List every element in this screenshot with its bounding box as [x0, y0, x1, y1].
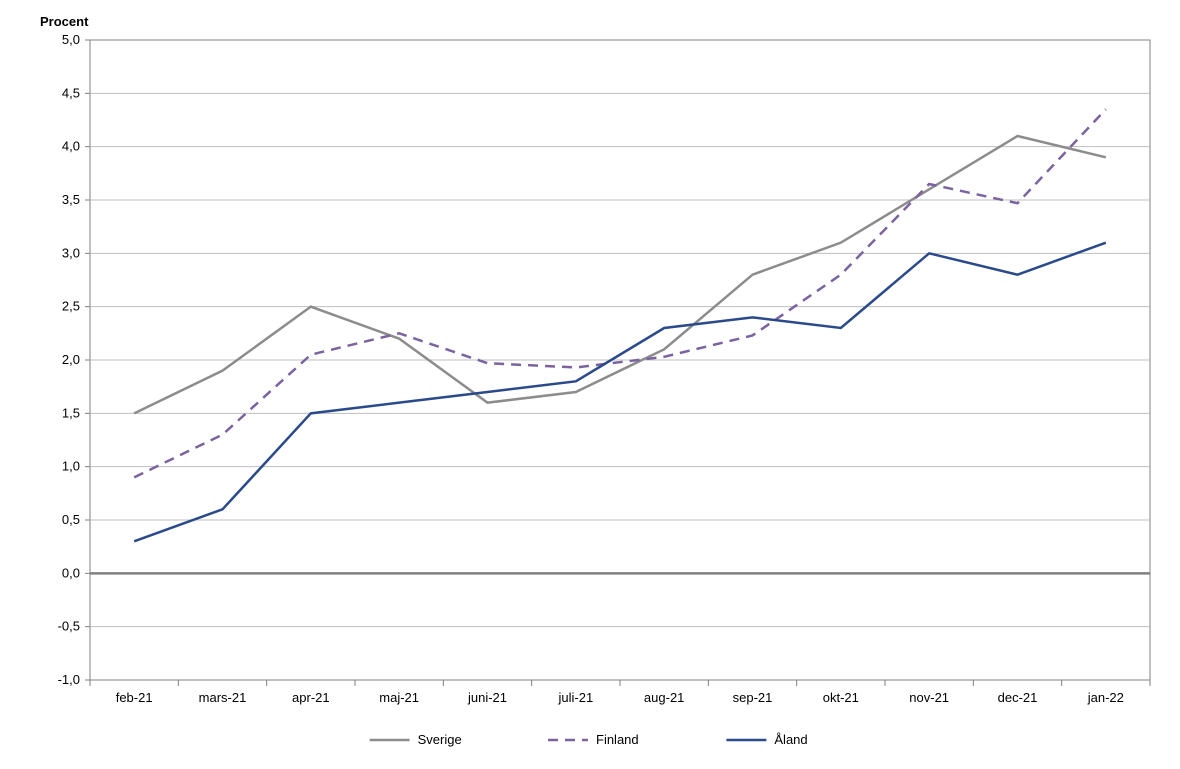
y-axis-title: Procent	[40, 14, 89, 29]
y-tick-label: 5,0	[62, 32, 80, 47]
series-line	[134, 109, 1106, 477]
x-tick-label: juni-21	[467, 690, 507, 705]
y-tick-label: 2,5	[62, 299, 80, 314]
legend-label: Sverige	[418, 732, 462, 747]
y-tick-label: 4,5	[62, 85, 80, 100]
x-tick-label: nov-21	[909, 690, 949, 705]
x-tick-label: apr-21	[292, 690, 330, 705]
x-tick-label: juli-21	[557, 690, 593, 705]
y-tick-label: 1,5	[62, 405, 80, 420]
series-line	[134, 243, 1106, 542]
y-tick-label: -0,5	[58, 619, 80, 634]
y-tick-label: 0,5	[62, 512, 80, 527]
legend-label: Finland	[596, 732, 639, 747]
x-tick-label: mars-21	[199, 690, 247, 705]
y-tick-label: -1,0	[58, 672, 80, 687]
y-tick-label: 1,0	[62, 459, 80, 474]
legend-label: Åland	[774, 732, 807, 747]
x-tick-label: maj-21	[379, 690, 419, 705]
y-tick-label: 3,5	[62, 192, 80, 207]
x-tick-label: aug-21	[644, 690, 684, 705]
y-tick-label: 2,0	[62, 352, 80, 367]
x-tick-label: feb-21	[116, 690, 153, 705]
y-tick-label: 0,0	[62, 565, 80, 580]
x-tick-label: sep-21	[733, 690, 773, 705]
y-tick-label: 3,0	[62, 245, 80, 260]
series-line	[134, 136, 1106, 413]
chart-canvas: -1,0 -0,5 0,0 0,5 1,0 1,5 2,0 2,5 3,0 3,5 4,0 4,5 5,…	[0, 0, 1180, 769]
x-tick-label: okt-21	[823, 690, 859, 705]
x-tick-label: dec-21	[998, 690, 1038, 705]
y-tick-label: 4,0	[62, 139, 80, 154]
line-chart: -1,0 -0,5 0,0 0,5 1,0 1,5 2,0 2,5 3,0 3,5 4,0 4,5 5,…	[0, 0, 1180, 769]
x-tick-label: jan-22	[1087, 690, 1124, 705]
